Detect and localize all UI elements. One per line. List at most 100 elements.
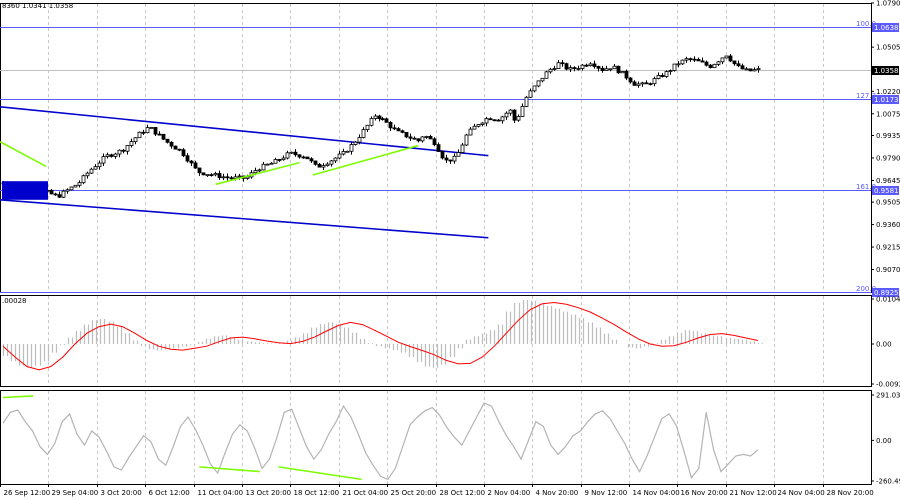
fib-level-label: 161.8: [856, 183, 876, 191]
candle-body: [181, 149, 186, 157]
candle-body: [349, 144, 354, 152]
candle-body: [456, 152, 461, 157]
candle-body: [408, 136, 413, 139]
candle-body: [305, 156, 310, 160]
candle: [492, 119, 497, 122]
candle: [193, 160, 198, 169]
candle: [149, 126, 154, 129]
candle-body: [217, 173, 222, 179]
candle-body: [532, 85, 537, 92]
candle: [81, 174, 86, 185]
candle: [720, 57, 725, 65]
candle-body: [576, 68, 581, 70]
candle-body: [229, 177, 234, 180]
candle-body: [732, 60, 737, 65]
candle: [516, 114, 521, 122]
candle-body: [652, 78, 657, 85]
candle: [632, 80, 637, 86]
candle: [616, 65, 621, 74]
candle-body: [508, 109, 513, 114]
candle-body: [309, 158, 314, 162]
signal-line: [2, 301, 759, 371]
fib-level-label: 100.0: [856, 20, 876, 28]
candle-body: [500, 116, 505, 122]
candle: [504, 111, 509, 120]
candle-body: [113, 153, 118, 157]
candle-body: [724, 55, 729, 59]
candle: [624, 69, 629, 81]
candle-body: [404, 132, 409, 138]
candle: [137, 131, 142, 139]
candle: [101, 153, 106, 167]
candle-body: [420, 136, 425, 142]
candle-body: [632, 81, 637, 86]
candle: [57, 191, 62, 199]
candle: [165, 138, 170, 144]
candle: [353, 140, 358, 146]
time-tick-label: 4 Nov 20:00: [536, 489, 579, 497]
candle-body: [600, 67, 605, 71]
price-tick-label: 0.9505: [876, 199, 900, 207]
oscillator-pane: 0.01042 0.00 -0.00926: [0, 295, 900, 389]
candle-body: [556, 62, 561, 69]
candle-body: [484, 118, 489, 124]
candle: [540, 77, 545, 83]
candle: [652, 76, 657, 87]
candle: [317, 162, 322, 168]
candle-body: [400, 130, 405, 133]
candle: [85, 171, 90, 179]
candle-body: [388, 121, 393, 129]
candle-body: [604, 68, 609, 71]
candle: [365, 124, 370, 132]
time-tick-label: 9 Nov 12:00: [585, 489, 628, 497]
candle-body: [736, 63, 741, 67]
candle-body: [476, 124, 481, 127]
candle: [692, 56, 697, 63]
candle-body: [496, 119, 501, 122]
candle: [480, 122, 485, 127]
candle-body: [716, 61, 721, 65]
fib-level-value: 1.0638: [874, 24, 899, 32]
candle: [73, 184, 78, 188]
candle-body: [588, 63, 593, 67]
candle-body: [101, 156, 106, 164]
candle: [369, 116, 374, 127]
candle-body: [380, 118, 385, 121]
candle: [349, 142, 354, 155]
candle: [269, 162, 274, 165]
candle: [732, 60, 737, 66]
candle-body: [213, 173, 218, 176]
candle: [277, 158, 282, 162]
candle: [169, 141, 174, 149]
candle-body: [61, 190, 66, 198]
candle-body: [237, 175, 242, 178]
candle-body: [636, 83, 641, 86]
candle: [49, 189, 54, 195]
candle-body: [720, 57, 725, 63]
candle: [528, 88, 533, 98]
time-tick-label: 28 Nov 20:00: [827, 489, 874, 497]
candle-body: [109, 154, 114, 157]
candle: [89, 167, 94, 175]
candle: [361, 127, 366, 139]
candle-body: [608, 68, 613, 71]
candle: [424, 135, 429, 139]
candle-body: [133, 137, 138, 143]
candle: [436, 142, 441, 152]
candle-body: [49, 189, 54, 195]
candle-body: [185, 155, 190, 162]
candle-body: [544, 71, 549, 79]
candle-body: [157, 133, 162, 136]
candle: [628, 77, 633, 84]
candle: [712, 63, 717, 69]
candle: [656, 72, 661, 80]
candle: [69, 186, 74, 191]
candle: [484, 116, 489, 127]
candle-body: [69, 186, 74, 191]
candle: [496, 118, 501, 122]
candle: [564, 62, 569, 71]
time-tick-label: 13 Oct 20:00: [246, 489, 292, 497]
current-price-badge: [872, 66, 899, 75]
candle: [500, 115, 505, 124]
candle: [384, 117, 389, 123]
